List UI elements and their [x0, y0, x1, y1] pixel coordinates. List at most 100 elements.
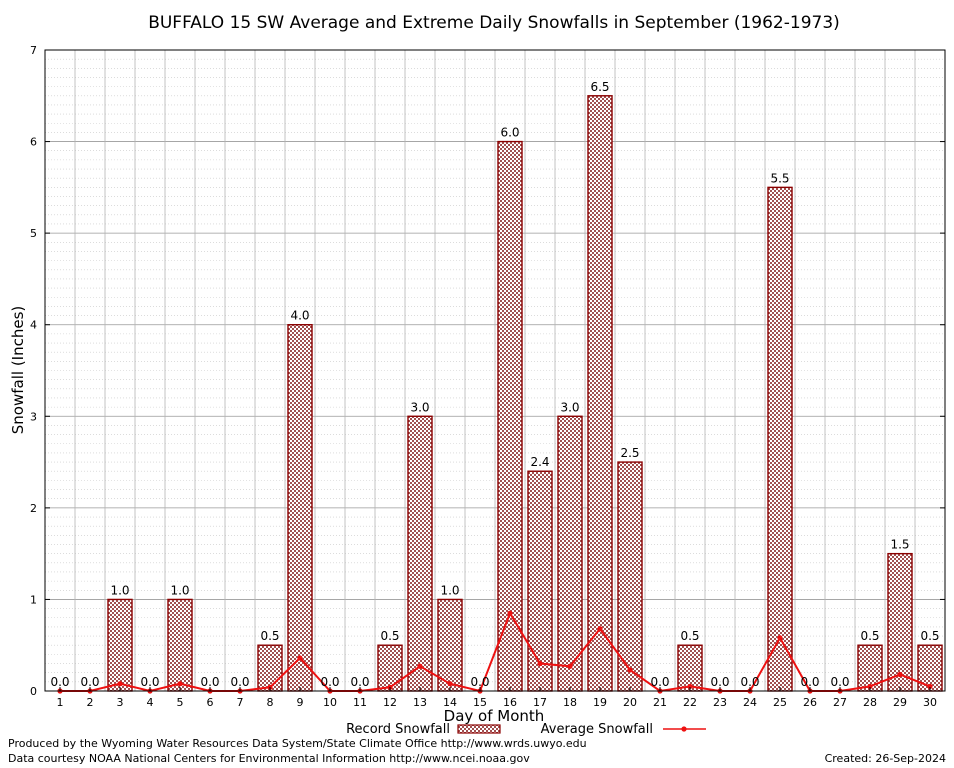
- y-tick-label: 2: [30, 502, 37, 515]
- record-snowfall-label: 0.0: [50, 675, 69, 689]
- x-tick-label: 14: [443, 696, 457, 709]
- record-snowfall-bar: [677, 644, 703, 692]
- record-snowfall-label: 0.0: [800, 675, 819, 689]
- x-tick-label: 9: [297, 696, 304, 709]
- record-snowfall-label: 0.0: [230, 675, 249, 689]
- y-tick-label: 7: [30, 44, 37, 57]
- record-snowfall-bar: [587, 95, 613, 692]
- record-snowfall-label: 0.0: [830, 675, 849, 689]
- x-tick-label: 6: [207, 696, 214, 709]
- x-tick-label: 1: [57, 696, 64, 709]
- x-tick-label: 15: [473, 696, 487, 709]
- x-tick-label: 12: [383, 696, 397, 709]
- record-snowfall-bar: [767, 186, 793, 692]
- record-snowfall-label: 0.5: [860, 629, 879, 643]
- record-snowfall-label: 0.0: [650, 675, 669, 689]
- average-snowfall-point: [687, 683, 693, 690]
- legend-average-label: Average Snowfall: [541, 722, 653, 737]
- plot-frame: [44, 49, 946, 692]
- x-tick-label: 16: [503, 696, 517, 709]
- record-snowfall-label: 0.0: [710, 675, 729, 689]
- x-tick-label: 20: [623, 696, 637, 709]
- record-snowfall-bar: [257, 644, 283, 692]
- record-snowfall-label: 1.0: [440, 583, 459, 597]
- record-snowfall-bar: [437, 598, 463, 692]
- y-tick-label: 1: [30, 593, 37, 606]
- record-snowfall-label: 1.0: [110, 583, 129, 597]
- record-snowfall-label: 3.0: [560, 400, 579, 414]
- record-snowfall-bar: [527, 470, 553, 692]
- x-tick-label: 24: [743, 696, 757, 709]
- average-snowfall-point: [537, 660, 543, 667]
- record-snowfall-label: 2.4: [530, 455, 549, 469]
- grid-lines: [45, 50, 945, 691]
- average-snowfall-point: [867, 683, 873, 690]
- average-snowfall-point: [177, 681, 183, 687]
- x-tick-label: 26: [803, 696, 817, 709]
- average-snowfall-point: [627, 667, 633, 673]
- x-tick-label: 13: [413, 696, 427, 709]
- x-tick-label: 22: [683, 696, 697, 709]
- footer-created: Created: 26-Sep-2024: [824, 752, 946, 765]
- chart-title: BUFFALO 15 SW Average and Extreme Daily …: [148, 13, 840, 33]
- footer-courtesy: Data courtesy NOAA National Centers for …: [8, 752, 530, 765]
- x-tick-label: 30: [923, 696, 937, 709]
- y-tick-label: 3: [30, 410, 37, 423]
- x-tick-label: 4: [147, 696, 154, 709]
- legend-average-marker: [681, 726, 687, 732]
- average-snowfall-point: [297, 655, 303, 661]
- x-tick-label: 7: [237, 696, 244, 709]
- average-snowfall-point: [417, 663, 423, 669]
- x-tick-label: 23: [713, 696, 727, 709]
- x-tick-label: 10: [323, 696, 337, 709]
- record-snowfall-label: 0.0: [350, 675, 369, 689]
- record-snowfall-label: 1.5: [890, 538, 909, 552]
- average-snowfall-point: [897, 671, 903, 678]
- record-snowfall-label: 4.0: [290, 309, 309, 323]
- record-snowfall-bar: [107, 598, 133, 692]
- record-snowfall-label: 0.5: [260, 629, 279, 643]
- record-snowfall-bar: [407, 415, 433, 692]
- record-snowfall-bar: [167, 598, 193, 692]
- x-tick-label: 21: [653, 696, 667, 709]
- average-snowfall-point: [117, 681, 123, 687]
- x-tick-label: 11: [353, 696, 367, 709]
- legend-record-label: Record Snowfall: [346, 722, 450, 737]
- average-snowfall-point: [927, 683, 933, 690]
- record-snowfall-label: 1.0: [170, 583, 189, 597]
- x-tick-label: 29: [893, 696, 907, 709]
- y-tick-label: 4: [30, 319, 37, 332]
- record-snowfall-bar: [887, 552, 913, 692]
- record-snowfall-label: 0.0: [470, 675, 489, 689]
- record-snowfall-bar: [497, 140, 523, 692]
- y-tick-label: 5: [30, 227, 37, 240]
- record-snowfall-label: 2.5: [620, 446, 639, 460]
- record-snowfall-label: 0.0: [80, 675, 99, 689]
- record-snowfall-label: 6.0: [500, 126, 519, 140]
- x-tick-label: 28: [863, 696, 877, 709]
- x-tick-label: 18: [563, 696, 577, 709]
- record-snowfall-label: 3.0: [410, 400, 429, 414]
- x-tick-label: 17: [533, 696, 547, 709]
- record-snowfall-bar: [557, 415, 583, 692]
- record-snowfall-bar: [287, 324, 313, 692]
- record-snowfall-label: 0.5: [680, 629, 699, 643]
- legend: Record Snowfall Average Snowfall: [346, 722, 706, 737]
- record-snowfall-label: 0.0: [140, 675, 159, 689]
- record-snowfall-label: 0.5: [380, 629, 399, 643]
- legend-record-swatch: [457, 724, 501, 734]
- record-snowfall-label: 0.0: [200, 675, 219, 689]
- average-snowfall-point: [597, 626, 603, 632]
- x-tick-label: 25: [773, 696, 787, 709]
- x-axis-label: Day of Month: [444, 707, 545, 725]
- average-snowfall-point: [507, 610, 513, 616]
- average-snowfall-line: [60, 610, 931, 693]
- record-snowfall-bar: [617, 461, 643, 692]
- average-snowfall-point: [777, 635, 783, 641]
- record-snowfall-label: 6.5: [590, 80, 609, 94]
- x-tick-label: 3: [117, 696, 124, 709]
- data-labels-layer: 0.0 0.0 1.0 0.0 1.0 0.0 0.0 0.5 4.0 0.0 0.0 0.5 3.0 1…: [50, 80, 939, 689]
- record-snowfall-label: 0.0: [740, 675, 759, 689]
- x-tick-label: 8: [267, 696, 274, 709]
